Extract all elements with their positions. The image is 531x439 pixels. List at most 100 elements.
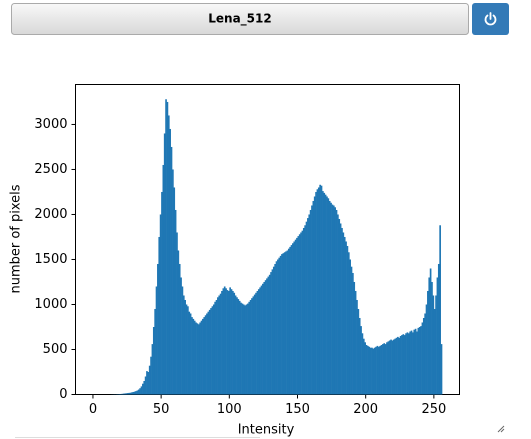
bar [287,248,290,395]
title: Lena_512 [208,12,271,27]
bar [161,191,163,395]
bar [121,393,124,395]
bar [368,346,371,395]
y-tick-label: 500 [43,342,68,357]
bar [371,347,373,395]
bar [418,326,421,395]
bar [367,345,369,395]
bar [211,306,214,395]
bar [142,383,144,395]
bar [402,334,405,395]
bar [357,308,360,395]
bar [398,337,401,395]
bar [440,344,443,395]
bar [341,227,343,395]
bar [199,322,201,395]
x-axis-label: Intensity [238,423,295,438]
bar [277,259,279,395]
bar [248,301,251,395]
bar [131,392,133,395]
bar [173,187,176,395]
bar [422,317,425,395]
y-tick-label: 0 [59,387,67,402]
bar [210,308,212,395]
bar [172,169,174,395]
bar [414,328,417,395]
bar [395,337,398,395]
bar [158,236,161,395]
bar [165,99,167,395]
bar [349,259,351,395]
bar [377,346,380,395]
y-axis-label: number of pixels [9,184,24,293]
bar [428,277,431,395]
bar [238,300,241,395]
bar [237,299,240,395]
bar [412,332,414,395]
bar [356,299,358,395]
bar [257,289,260,395]
bar [286,250,289,395]
bar [163,133,166,395]
bar [316,189,319,395]
y-tick-label: 3000 [34,117,67,132]
bar [338,218,341,395]
bar [207,311,210,395]
bar [431,281,433,395]
bar [323,192,326,395]
bar [185,304,188,395]
bar [230,289,233,395]
title-button[interactable] [11,3,469,35]
bar [151,344,154,395]
bar [268,274,271,395]
bar [195,322,197,395]
bar [244,305,246,395]
bar [256,290,259,395]
bar [322,191,324,395]
bar [155,286,158,395]
bar [275,261,278,395]
bar [308,214,311,395]
bar [313,196,316,395]
bar [297,236,300,395]
bar [271,269,274,395]
bar [285,251,287,395]
bar [191,317,193,395]
bar [343,236,346,395]
bar [360,326,362,395]
bar [335,209,338,395]
bar [203,317,206,395]
bar [326,196,328,395]
bar [317,187,320,395]
bar [236,297,238,395]
y-tick-label: 1000 [34,297,67,312]
bar [290,245,293,395]
bar [136,390,139,395]
bar [120,393,122,395]
bar [217,297,219,395]
bar [232,290,234,395]
bar [189,313,192,395]
bar [319,184,321,395]
bar [347,252,350,395]
bar [222,288,225,395]
bar [159,214,162,395]
bar [218,295,221,395]
bar [392,339,395,395]
bar [260,285,263,395]
bar [182,295,185,395]
bar [405,333,407,395]
bar [421,322,424,395]
bar [225,288,227,395]
bar [263,281,266,395]
bar [369,347,372,395]
bar [350,266,353,395]
bar [388,340,391,395]
bar [267,276,270,395]
bar [202,318,204,395]
bar [289,246,291,395]
bar [196,323,199,395]
bar [410,330,413,395]
bar [259,287,261,395]
bar [132,391,135,395]
